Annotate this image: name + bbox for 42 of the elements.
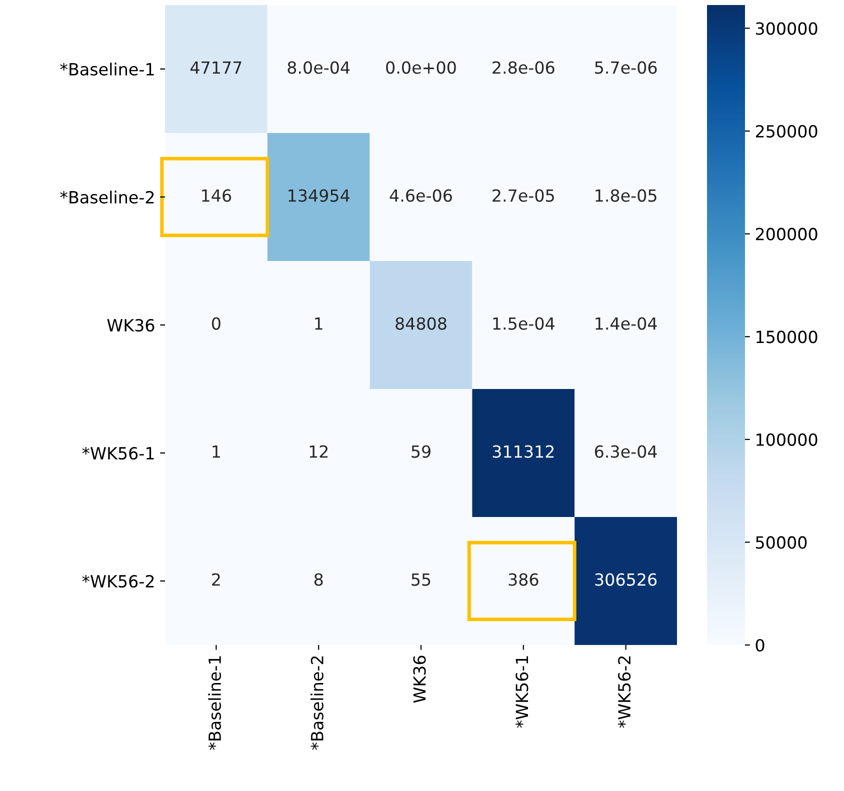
color-bar-label: 0: [756, 638, 764, 652]
data-label: 55: [412, 573, 430, 586]
data-label: 47177: [190, 61, 242, 74]
x-tick-label: *WK56-2: [618, 656, 631, 728]
color-bar-label: 250000: [756, 125, 818, 138]
x-tick-label: WK36: [413, 656, 426, 703]
data-label: 5.7e-06: [595, 61, 657, 74]
y-tick-label: WK36: [107, 318, 154, 332]
data-label: 2.8e-06: [492, 61, 554, 74]
x-tick-label: *Baseline-1: [208, 656, 222, 750]
y-tick-label: *WK56-2: [82, 574, 154, 588]
data-label: 6.3e-04: [594, 445, 657, 458]
x-tick-label: *WK56-1: [516, 656, 528, 728]
data-label: 0: [212, 317, 220, 330]
data-label: 59: [412, 445, 430, 458]
x-tick-label: *Baseline-2: [310, 656, 324, 750]
data-label: 84808: [396, 317, 446, 330]
data-label: 2.7e-05: [492, 189, 554, 202]
color-bar-label: 200000: [756, 228, 818, 240]
data-label: 1: [212, 445, 220, 458]
data-label: 2: [212, 573, 220, 586]
y-tick-label: *Baseline-2: [60, 190, 154, 204]
data-label: 386: [508, 573, 538, 586]
data-label: 12: [310, 445, 328, 458]
data-label: 1: [315, 317, 322, 330]
data-label: 1.8e-05: [596, 189, 656, 202]
data-label: 311312: [492, 445, 554, 458]
data-label: 134954: [288, 189, 350, 202]
data-label: 0.0e+00: [386, 61, 456, 74]
data-label: 1.5e-04: [493, 317, 554, 330]
y-tick-label: *WK56-1: [82, 446, 154, 460]
data-label: 1.4e-04: [596, 317, 657, 330]
data-label: 4.6e-06: [390, 189, 452, 202]
data-label: 8: [314, 573, 323, 586]
data-label: 8.0e-04: [288, 61, 350, 74]
y-tick-label: *Baseline-1: [60, 62, 154, 76]
color-bar-label: 300000: [756, 22, 818, 35]
data-label: 306526: [595, 573, 657, 586]
color-bar-label: 50000: [756, 536, 807, 549]
data-label: 146: [202, 189, 232, 202]
color-bar-label: 100000: [756, 433, 818, 446]
color-bar-label: 150000: [756, 330, 818, 344]
